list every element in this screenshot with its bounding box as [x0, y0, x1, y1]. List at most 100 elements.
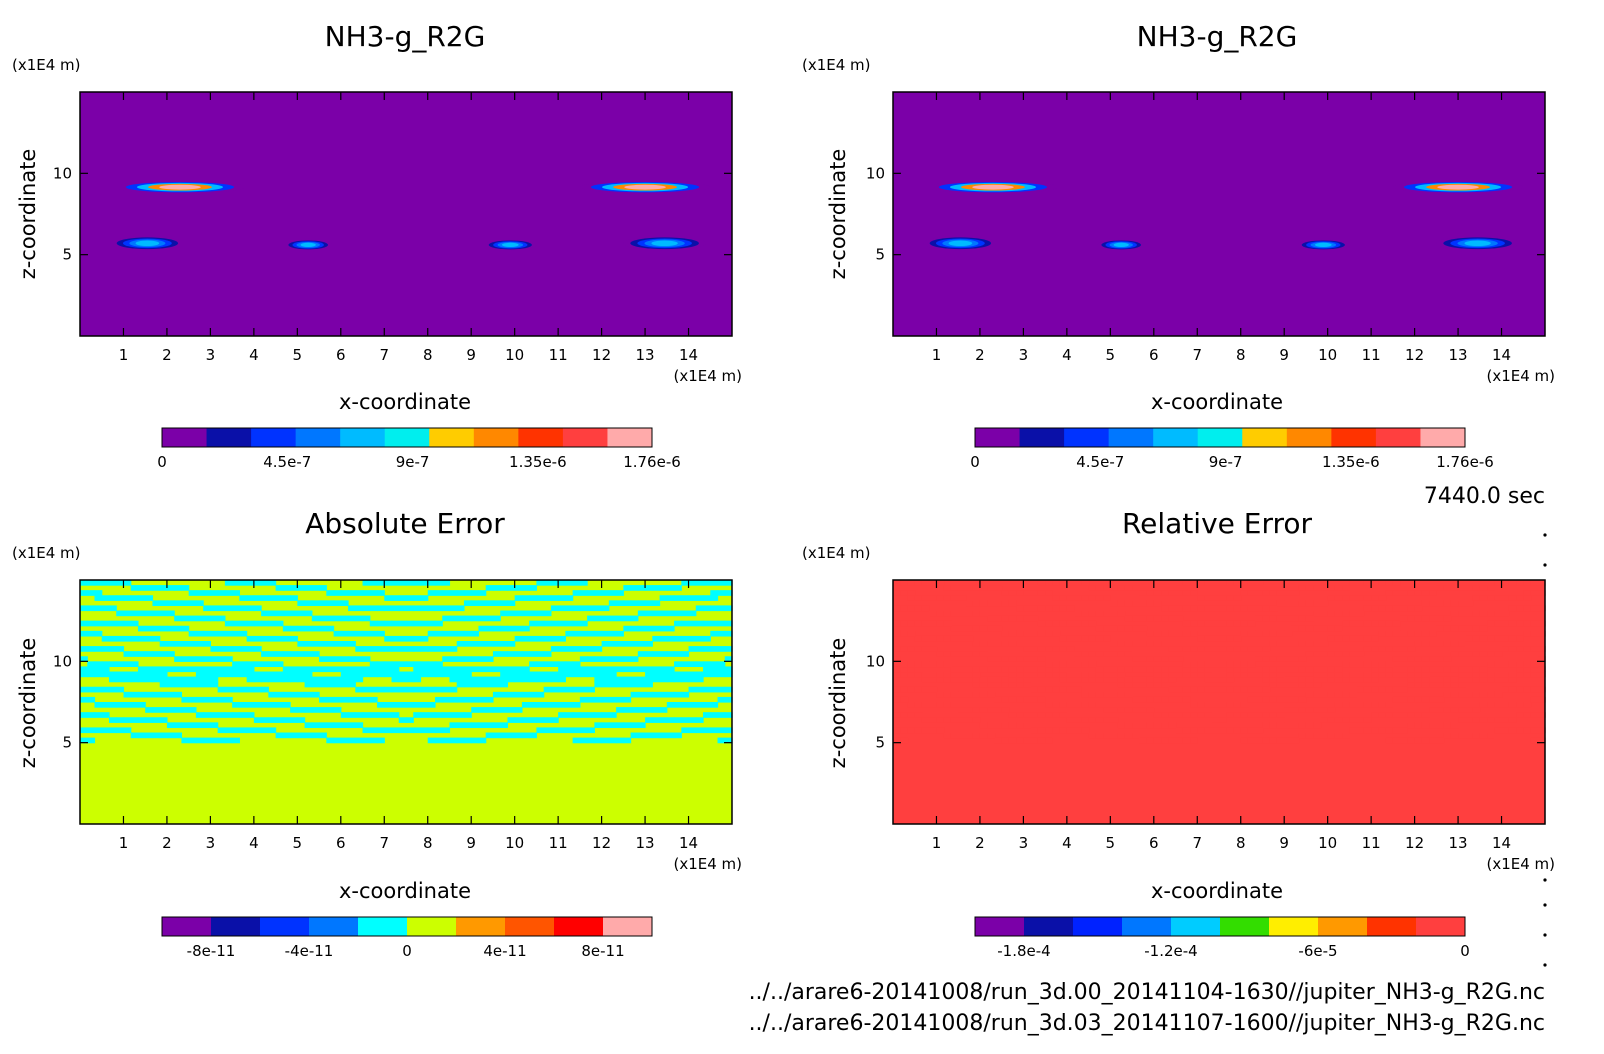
error-cell [290, 585, 298, 591]
error-cell [1356, 651, 1365, 657]
error-cell [921, 717, 930, 723]
error-cell [340, 600, 349, 607]
error-cell [979, 691, 988, 698]
error-cell [391, 580, 400, 586]
error-cell [703, 702, 711, 708]
error-cell [1190, 605, 1198, 612]
error-cell [188, 681, 197, 688]
error-cell [1378, 630, 1387, 637]
error-cell [1139, 737, 1148, 744]
error-cell [442, 646, 451, 652]
error-cell [1371, 712, 1379, 718]
error-cell [507, 600, 516, 607]
error-cell [529, 620, 537, 627]
error-cell [1501, 635, 1510, 642]
error-cell [972, 691, 981, 698]
error-cell [550, 686, 559, 693]
error-cell [929, 661, 938, 668]
error-cell [1371, 605, 1379, 612]
error-cell [936, 651, 945, 657]
error-cell [703, 666, 711, 673]
error-cell [463, 737, 472, 744]
error-cell [166, 676, 175, 683]
error-cell [1421, 615, 1430, 622]
error-cell [492, 691, 501, 698]
error-cell [1320, 671, 1329, 678]
error-cell [94, 630, 103, 637]
error-cell [1327, 691, 1336, 698]
error-cell [1414, 737, 1423, 744]
error-cell [1059, 620, 1068, 627]
colorbar-tick-label: -8e-11 [187, 942, 236, 960]
error-cell [1320, 600, 1329, 607]
error-cell [166, 625, 175, 632]
error-cell [420, 620, 429, 627]
error-cell [1247, 620, 1256, 627]
error-cell [1066, 727, 1075, 734]
error-cell [579, 737, 588, 744]
error-cell [1284, 681, 1293, 688]
error-cell [1414, 712, 1423, 718]
error-cell [94, 661, 103, 668]
error-cell [449, 737, 458, 744]
error-cell [333, 707, 342, 713]
error-cell [943, 732, 952, 739]
error-cell [1190, 580, 1198, 586]
error-cell [579, 727, 588, 734]
error-cell [485, 681, 494, 688]
error-cell [1385, 712, 1394, 718]
error-cell [333, 641, 342, 647]
error-cell [1320, 641, 1329, 647]
error-cell [1385, 671, 1394, 678]
error-cell [1269, 712, 1278, 718]
error-cell [355, 671, 364, 678]
error-cell [1146, 696, 1155, 703]
error-cell [529, 585, 537, 591]
error-cell [290, 651, 298, 657]
error-cell [900, 646, 909, 652]
error-cell [1523, 686, 1532, 693]
error-cell [377, 646, 385, 652]
error-cell [950, 625, 959, 632]
error-cell [391, 702, 400, 708]
error-cell [123, 676, 132, 683]
error-cell [391, 605, 400, 612]
error-cell [434, 646, 443, 652]
error-cell [921, 661, 930, 668]
error-cell [1088, 691, 1097, 698]
error-cell [195, 615, 204, 622]
error-cell [188, 666, 197, 673]
error-cell [253, 676, 262, 683]
error-cell [87, 620, 96, 627]
error-cell [326, 615, 335, 622]
error-cell [101, 620, 110, 627]
error-cell [398, 702, 407, 708]
error-cell [1487, 651, 1495, 657]
error-cell [695, 671, 704, 678]
error-cell [1168, 666, 1177, 673]
error-cell [958, 625, 967, 632]
error-cell [688, 717, 697, 723]
error-cell [1139, 722, 1148, 729]
error-cell [1400, 646, 1408, 652]
error-cell [116, 671, 125, 678]
error-cell [1414, 615, 1423, 622]
error-cell [594, 671, 603, 678]
error-cell [1465, 651, 1474, 657]
error-cell [972, 585, 981, 591]
error-cell [181, 666, 190, 673]
error-cell [1516, 666, 1524, 673]
error-cell [1516, 595, 1524, 601]
error-cell [1247, 671, 1256, 678]
error-cell [1161, 722, 1169, 729]
error-cell [1175, 727, 1184, 734]
plume-contour [501, 242, 519, 248]
error-cell [1494, 635, 1503, 642]
error-cell [1161, 676, 1169, 683]
error-cell [326, 737, 335, 744]
error-cell [1378, 702, 1387, 708]
colorbar-frame [974, 427, 1466, 448]
error-cell [1269, 696, 1278, 703]
error-cell [943, 635, 952, 642]
error-cell [710, 686, 719, 693]
